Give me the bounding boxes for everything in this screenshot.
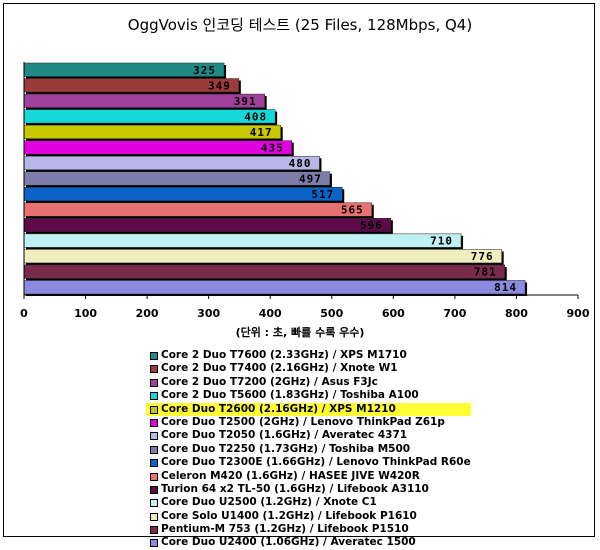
data-label: 417: [250, 126, 273, 139]
legend-label: Core Solo U1400 (1.2GHz) / Lifebook P161…: [161, 509, 417, 522]
x-tick-label: 900: [567, 307, 590, 320]
legend-swatch: [150, 445, 158, 454]
bar: [23, 109, 276, 124]
legend-item: Core Duo T2050 (1.6GHz) / Averatec 4371: [146, 429, 471, 442]
data-label: 710: [430, 235, 453, 248]
legend-label: Core Duo T2500 (2GHz) / Lenovo ThinkPad …: [161, 415, 445, 428]
legend-label: Pentium-M 753 (1.2GHz) / Lifebook P1510: [161, 523, 409, 536]
legend-item: Core 2 Duo T7200 (2GHz) / Asus F3Jc: [146, 376, 471, 389]
legend-item: Pentium-M 753 (1.2GHz) / Lifebook P1510: [146, 523, 471, 536]
legend-label: Core 2 Duo T7400 (2.16GHz) / Xnote W1: [161, 362, 398, 375]
legend-swatch: [150, 392, 158, 401]
legend-swatch: [150, 512, 158, 521]
legend-item: Core Duo T2500 (2GHz) / Lenovo ThinkPad …: [146, 416, 471, 429]
bar: [23, 124, 281, 139]
chart-legend: Core 2 Duo T7600 (2.33GHz) / XPS M1710 Co…: [146, 349, 471, 550]
x-tick-label: 0: [20, 307, 28, 320]
bar: [23, 78, 240, 93]
data-label: 781: [474, 266, 497, 279]
legend-label: Core Duo U2500 (1.2GHz) / Xnote C1: [161, 496, 377, 509]
data-label: 391: [234, 95, 257, 108]
legend-label: Turion 64 x2 TL-50 (1.6GHz) / Lifebook A…: [161, 482, 429, 495]
legend-swatch: [150, 472, 158, 481]
legend-label: Core 2 Duo T7200 (2GHz) / Asus F3Jc: [161, 375, 378, 388]
x-tick-label: 300: [197, 307, 220, 320]
data-label: 776: [471, 250, 494, 263]
legend-item: Core Duo T2300E (1.66GHz) / Lenovo Think…: [146, 456, 471, 469]
data-label: 596: [360, 219, 383, 232]
data-label: 814: [494, 281, 517, 294]
legend-label: Core Duo T2250 (1.73GHz) / Toshiba M500: [161, 442, 411, 455]
legend-item: Celeron M420 (1.6GHz) / HASEE JIVE W420R: [146, 470, 471, 483]
legend-item: Turion 64 x2 TL-50 (1.6GHz) / Lifebook A…: [146, 483, 471, 496]
x-tick-label: 100: [74, 307, 97, 320]
legend-label: Core 2 Duo T5600 (1.83GHz) / Toshiba A10…: [161, 389, 419, 402]
legend-swatch: [150, 352, 158, 360]
x-axis-label: (단위 : 초, 빠를 수록 우수): [235, 326, 365, 339]
legend-label: Core Duo U2400 (1.06GHz) / Averatec 1500: [161, 536, 416, 549]
data-label: 408: [244, 110, 267, 123]
legend-swatch: [150, 378, 158, 387]
bar: [23, 140, 293, 155]
legend-swatch: [150, 499, 158, 508]
legend-item: Core 2 Duo T5600 (1.83GHz) / Toshiba A10…: [146, 389, 471, 402]
data-label: 565: [341, 204, 364, 217]
legend-item: Core Duo U2500 (1.2GHz) / Xnote C1: [146, 496, 471, 509]
legend-label: Core Duo T2050 (1.6GHz) / Averatec 4371: [161, 429, 408, 442]
data-label: 497: [299, 173, 322, 186]
legend-item: Core Duo T2250 (1.73GHz) / Toshiba M500: [146, 443, 471, 456]
data-label: 349: [208, 79, 231, 92]
data-label: 325: [193, 64, 216, 77]
legend-swatch: [150, 459, 158, 468]
x-tick-label: 500: [320, 307, 343, 320]
legend-swatch: [150, 432, 158, 441]
x-tick-label: 700: [443, 307, 466, 320]
bar: [23, 280, 526, 295]
data-label: 435: [261, 141, 284, 154]
x-tick-label: 600: [382, 307, 405, 320]
bar: [23, 264, 505, 279]
bar: [23, 233, 462, 248]
legend-label: Celeron M420 (1.6GHz) / HASEE JIVE W420R: [161, 469, 420, 482]
bar: [23, 202, 373, 217]
legend-label: Core 2 Duo T7600 (2.33GHz) / XPS M1710: [161, 349, 407, 361]
legend-swatch: [150, 405, 158, 414]
legend-swatch: [150, 418, 158, 427]
legend-label: Core Duo T2600 (2.16GHz) / XPS M1210: [161, 402, 396, 415]
x-tick-label: 800: [505, 307, 528, 320]
bar: [23, 93, 265, 108]
x-tick-label: 400: [259, 307, 282, 320]
legend-label: Core Duo T2300E (1.66GHz) / Lenovo Think…: [161, 456, 471, 469]
legend-swatch: [150, 365, 158, 374]
bar: [23, 218, 392, 233]
legend-swatch: [150, 526, 158, 535]
legend-item: Core Solo U1400 (1.2GHz) / Lifebook P161…: [146, 510, 471, 523]
bar: [23, 155, 320, 170]
x-tick-label: 200: [136, 307, 159, 320]
bar: [23, 171, 331, 186]
bar: [23, 187, 343, 202]
data-label: 480: [289, 157, 312, 170]
legend-swatch: [150, 485, 158, 494]
legend-item: Core Duo U2400 (1.06GHz) / Averatec 1500: [146, 536, 471, 549]
legend-swatch: [150, 539, 158, 548]
bar: [23, 249, 502, 264]
legend-item: Core 2 Duo T7400 (2.16GHz) / Xnote W1: [146, 362, 471, 375]
chart-title: OggVovis 인코딩 테스트 (25 Files, 128Mbps, Q4): [127, 16, 473, 34]
legend-item: Core Duo T2600 (2.16GHz) / XPS M1210: [146, 402, 471, 416]
data-label: 517: [311, 188, 334, 201]
legend-item: Core 2 Duo T7600 (2.33GHz) / XPS M1710: [146, 349, 471, 362]
